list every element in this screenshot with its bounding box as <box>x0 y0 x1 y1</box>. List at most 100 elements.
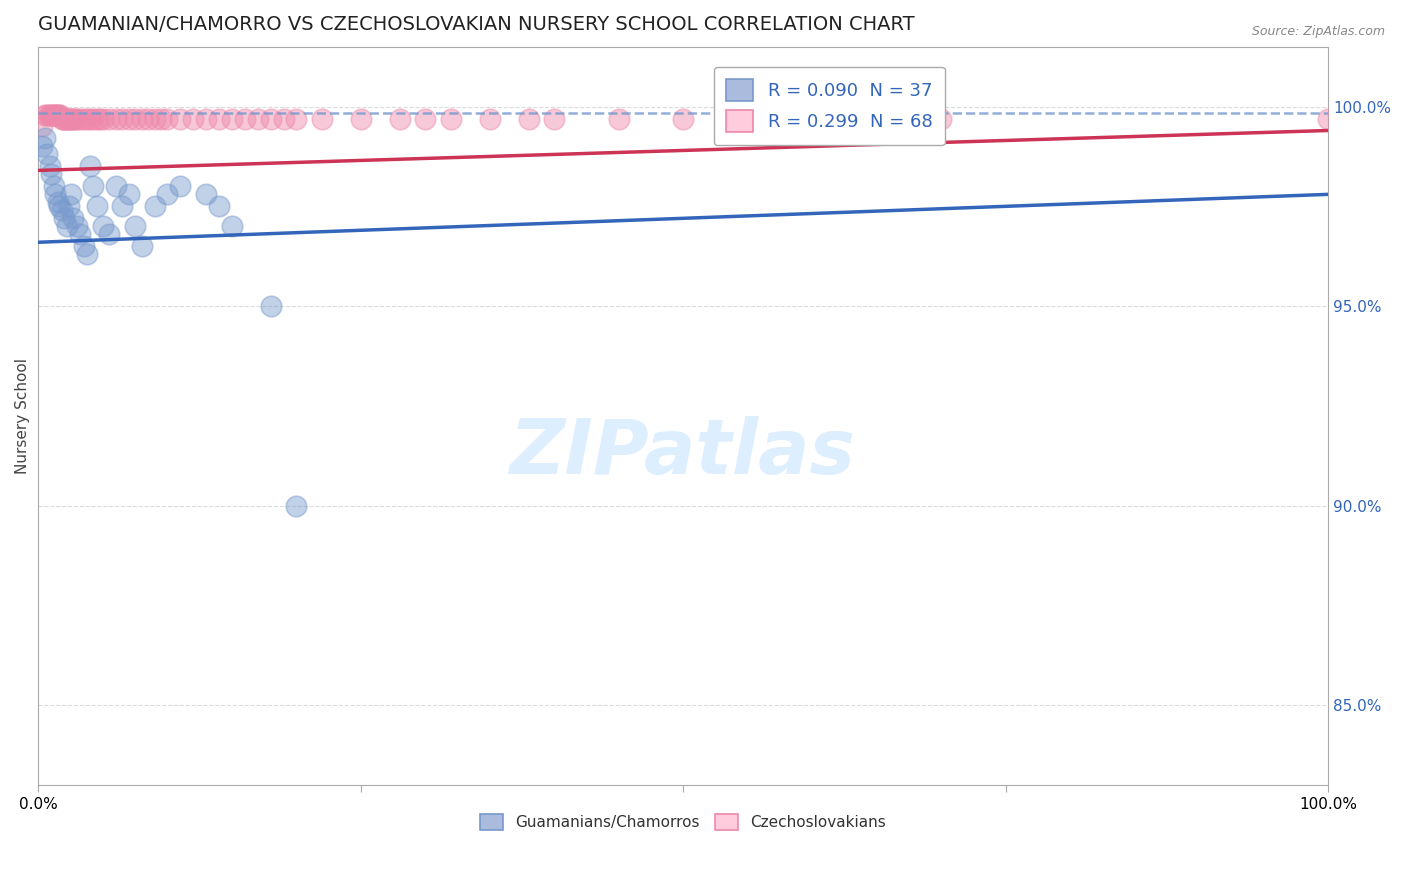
Point <box>89 112 111 126</box>
Point <box>143 199 166 213</box>
Point <box>52 112 75 126</box>
Point <box>44 187 66 202</box>
Point <box>111 112 134 126</box>
Point <box>45 107 67 121</box>
Point <box>86 199 108 213</box>
Point <box>543 112 565 126</box>
Point <box>41 168 63 182</box>
Point <box>49 107 72 121</box>
Point <box>53 112 76 126</box>
Point <box>72 239 94 253</box>
Point <box>221 112 243 126</box>
Point <box>53 211 76 226</box>
Point <box>246 112 269 126</box>
Point <box>86 112 108 126</box>
Point <box>517 112 540 126</box>
Point <box>76 112 98 126</box>
Point <box>737 112 759 126</box>
Point <box>672 112 695 126</box>
Point <box>38 107 60 121</box>
Point <box>56 112 79 126</box>
Point <box>208 112 231 126</box>
Point <box>150 112 173 126</box>
Point <box>56 219 79 234</box>
Point <box>63 112 86 126</box>
Point <box>42 179 65 194</box>
Point <box>79 112 101 126</box>
Text: Source: ZipAtlas.com: Source: ZipAtlas.com <box>1251 25 1385 38</box>
Point <box>131 239 153 253</box>
Point <box>156 187 179 202</box>
Point <box>56 112 79 126</box>
Point <box>233 112 256 126</box>
Text: ZIPatlas: ZIPatlas <box>510 416 856 490</box>
Point <box>415 112 437 126</box>
Point <box>104 112 127 126</box>
Text: GUAMANIAN/CHAMORRO VS CZECHOSLOVAKIAN NURSERY SCHOOL CORRELATION CHART: GUAMANIAN/CHAMORRO VS CZECHOSLOVAKIAN NU… <box>38 15 915 34</box>
Point <box>124 112 146 126</box>
Point <box>350 112 373 126</box>
Point <box>59 112 82 126</box>
Point <box>607 112 630 126</box>
Point <box>801 112 824 126</box>
Point <box>195 112 218 126</box>
Point <box>34 107 56 121</box>
Legend: Guamanians/Chamorros, Czechoslovakians: Guamanians/Chamorros, Czechoslovakians <box>474 808 893 837</box>
Point <box>111 199 134 213</box>
Point <box>169 112 191 126</box>
Point <box>58 199 80 213</box>
Point <box>48 107 70 121</box>
Point <box>34 131 56 145</box>
Point <box>58 112 80 126</box>
Point <box>59 187 82 202</box>
Point <box>62 112 84 126</box>
Point <box>39 107 62 121</box>
Point <box>259 112 281 126</box>
Point <box>124 219 146 234</box>
Point <box>91 112 114 126</box>
Point <box>46 107 69 121</box>
Point <box>46 195 69 210</box>
Point <box>82 179 104 194</box>
Point <box>285 499 308 513</box>
Point <box>66 112 89 126</box>
Point <box>31 120 53 134</box>
Point <box>60 112 83 126</box>
Point <box>440 112 463 126</box>
Point <box>929 112 952 126</box>
Point <box>221 219 243 234</box>
Point <box>98 227 121 242</box>
Point <box>866 112 889 126</box>
Point <box>41 107 63 121</box>
Point <box>98 112 121 126</box>
Point <box>156 112 179 126</box>
Point <box>66 219 89 234</box>
Point <box>118 112 141 126</box>
Point <box>118 187 141 202</box>
Point <box>82 112 104 126</box>
Point <box>388 112 411 126</box>
Point <box>79 160 101 174</box>
Point <box>285 112 308 126</box>
Point <box>478 112 501 126</box>
Point <box>39 160 62 174</box>
Point <box>69 227 91 242</box>
Point <box>131 112 153 126</box>
Point <box>35 107 58 121</box>
Point <box>72 112 94 126</box>
Point <box>143 112 166 126</box>
Point <box>76 247 98 261</box>
Point <box>37 147 59 161</box>
Point <box>181 112 204 126</box>
Point <box>169 179 191 194</box>
Point <box>48 199 70 213</box>
Point <box>42 107 65 121</box>
Point <box>136 112 159 126</box>
Point <box>44 107 66 121</box>
Point <box>69 112 91 126</box>
Point <box>51 203 73 218</box>
Point <box>91 219 114 234</box>
Point <box>1317 112 1340 126</box>
Point <box>208 199 231 213</box>
Point <box>311 112 333 126</box>
